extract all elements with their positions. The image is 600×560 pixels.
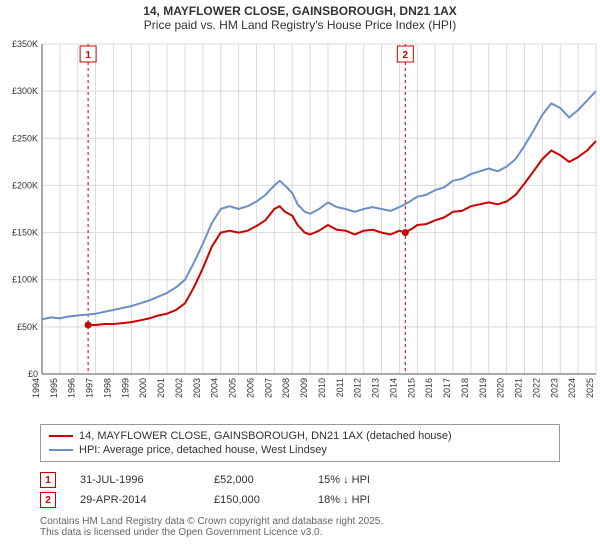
svg-text:2020: 2020 [496,378,506,398]
table-row: 2 29-APR-2014 £150,000 18% ↓ HPI [40,490,560,510]
svg-text:1998: 1998 [102,378,112,398]
svg-text:2006: 2006 [245,378,255,398]
chart-titles: 14, MAYFLOWER CLOSE, GAINSBOROUGH, DN21 … [0,0,600,40]
svg-text:2015: 2015 [406,378,416,398]
svg-text:1996: 1996 [67,378,77,398]
markers-table: 1 31-JUL-1996 £52,000 15% ↓ HPI 2 29-APR… [40,470,560,510]
svg-text:£300K: £300K [12,86,38,96]
svg-text:1999: 1999 [120,378,130,398]
legend-box: 14, MAYFLOWER CLOSE, GAINSBOROUGH, DN21 … [40,424,560,462]
svg-text:2017: 2017 [442,378,452,398]
svg-text:2012: 2012 [353,378,363,398]
svg-text:2019: 2019 [478,378,488,398]
legend-swatch-icon [49,449,73,451]
svg-text:1997: 1997 [85,378,95,398]
footer-line: Contains HM Land Registry data © Crown c… [40,516,560,527]
legend-item: HPI: Average price, detached house, West… [49,443,551,457]
svg-text:£150K: £150K [12,228,38,238]
table-row: 1 31-JUL-1996 £52,000 15% ↓ HPI [40,470,560,490]
footer-attribution: Contains HM Land Registry data © Crown c… [40,516,560,538]
price-chart-svg: £0 £50K £100K £150K £200K £250K £300K £350K 1994… [0,40,600,420]
svg-text:2: 2 [403,50,409,61]
marker-diff: 18% ↓ HPI [318,494,428,506]
marker-diff: 15% ↓ HPI [318,474,428,486]
svg-text:£50K: £50K [17,322,38,332]
svg-text:£200K: £200K [12,180,38,190]
marker-badge-icon: 1 [40,472,56,488]
svg-text:2013: 2013 [371,378,381,398]
marker-price: £150,000 [214,494,294,506]
svg-text:2025: 2025 [585,378,595,398]
legend-item: 14, MAYFLOWER CLOSE, GAINSBOROUGH, DN21 … [49,429,551,443]
svg-text:1995: 1995 [49,378,59,398]
svg-text:2021: 2021 [514,378,524,398]
svg-text:2022: 2022 [531,378,541,398]
svg-text:2005: 2005 [228,378,238,398]
footer-line: This data is licensed under the Open Gov… [40,527,560,538]
svg-text:£100K: £100K [12,275,38,285]
svg-text:2000: 2000 [138,378,148,398]
chart-area: £0 £50K £100K £150K £200K £250K £300K £350K 1994… [0,40,600,420]
svg-text:2010: 2010 [317,378,327,398]
legend-swatch-icon [49,435,73,437]
svg-text:2008: 2008 [281,378,291,398]
legend-label: 14, MAYFLOWER CLOSE, GAINSBOROUGH, DN21 … [79,430,452,442]
marker-badge-icon: 2 [40,492,56,508]
svg-text:2001: 2001 [156,378,166,398]
svg-text:2007: 2007 [263,378,273,398]
svg-text:2009: 2009 [299,378,309,398]
svg-text:2011: 2011 [335,378,345,397]
svg-text:£250K: £250K [12,133,38,143]
legend-label: HPI: Average price, detached house, West… [79,444,327,456]
svg-text:£0: £0 [28,369,38,379]
svg-text:2014: 2014 [388,378,398,398]
svg-text:2016: 2016 [424,378,434,398]
svg-text:£350K: £350K [12,40,38,49]
svg-text:2024: 2024 [567,378,577,398]
marker-date: 31-JUL-1996 [80,474,190,486]
svg-text:1994: 1994 [31,378,41,398]
svg-text:2002: 2002 [174,378,184,398]
chart-title-subtitle: Price paid vs. HM Land Registry's House … [0,18,600,32]
svg-text:2004: 2004 [210,378,220,398]
svg-text:2023: 2023 [549,378,559,398]
chart-title-address: 14, MAYFLOWER CLOSE, GAINSBOROUGH, DN21 … [0,4,600,18]
svg-text:1: 1 [85,50,91,61]
marker-date: 29-APR-2014 [80,494,190,506]
marker-price: £52,000 [214,474,294,486]
svg-text:2003: 2003 [192,378,202,398]
svg-text:2018: 2018 [460,378,470,398]
